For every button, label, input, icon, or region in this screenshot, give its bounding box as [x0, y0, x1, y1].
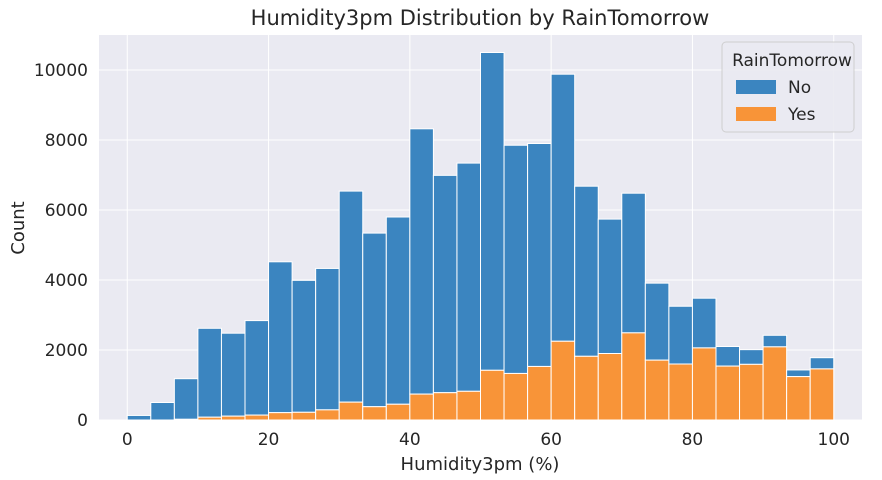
x-axis-label: Humidity3pm (%): [401, 454, 560, 475]
bar-yes: [621, 332, 646, 421]
bar-yes: [480, 369, 505, 421]
bar-no: [621, 192, 646, 334]
bar-no: [644, 282, 670, 361]
bar-no: [315, 267, 340, 411]
bar-yes: [432, 392, 458, 421]
bar-yes: [527, 365, 552, 421]
bar-no: [456, 162, 481, 392]
bar-no: [691, 297, 717, 349]
x-tick-label: 60: [540, 430, 562, 450]
y-axis-label: Count: [8, 201, 29, 254]
bar-no: [197, 327, 222, 418]
bar-yes: [550, 340, 576, 421]
bar-yes: [739, 363, 764, 421]
bar-no: [550, 73, 576, 342]
y-tick-label: 2000: [45, 341, 88, 361]
bar-yes: [762, 346, 788, 421]
bar-yes: [786, 376, 811, 421]
bar-yes: [244, 414, 270, 421]
legend-title: RainTomorrow: [732, 51, 852, 71]
bar-no: [268, 261, 293, 414]
bar-yes: [691, 347, 717, 421]
bar-yes: [385, 403, 411, 421]
bar-no: [480, 52, 505, 371]
x-tick-label: 20: [258, 430, 280, 450]
bar-yes: [338, 401, 364, 421]
bar-yes: [173, 418, 199, 421]
bar-yes: [409, 393, 434, 421]
bar-yes: [362, 406, 387, 421]
bar-no: [409, 128, 434, 395]
bar-yes: [268, 412, 293, 421]
bar-no: [715, 346, 741, 367]
bar-yes: [715, 365, 741, 421]
bar-yes: [291, 411, 317, 421]
legend-swatch-no: [736, 80, 776, 94]
bar-no: [668, 305, 693, 365]
bar-yes: [456, 390, 481, 421]
bar-no: [362, 232, 387, 408]
y-tick-label: 6000: [45, 201, 88, 221]
legend-label-yes: Yes: [787, 105, 816, 125]
bar-no: [739, 349, 764, 365]
bar-no: [126, 414, 152, 421]
y-tick-label: 0: [77, 411, 88, 431]
bar-no: [786, 369, 811, 378]
bar-no: [762, 334, 788, 348]
legend-label-no: No: [788, 78, 811, 98]
bar-yes: [574, 355, 599, 421]
bar-no: [527, 143, 552, 367]
bar-no: [574, 185, 599, 357]
y-tick-label: 8000: [45, 131, 88, 151]
bar-no: [150, 402, 175, 421]
bar-no: [809, 357, 835, 370]
bar-no: [432, 174, 458, 394]
bar-yes: [597, 353, 623, 421]
legend: RainTomorrow No Yes: [721, 41, 855, 133]
bar-no: [220, 332, 246, 417]
bar-yes: [503, 372, 529, 421]
bar-yes: [220, 415, 246, 421]
bar-no: [173, 378, 199, 420]
y-tick-label: 4000: [45, 271, 88, 291]
x-tick-label: 40: [399, 430, 421, 450]
bar-yes: [315, 409, 340, 421]
bar-no: [503, 144, 529, 374]
bar-no: [338, 190, 364, 403]
bar-no: [244, 320, 270, 416]
bar-yes: [644, 359, 670, 421]
x-tick-label: 80: [682, 430, 704, 450]
x-tick-label: 100: [818, 430, 850, 450]
x-tick-labels: 0 20 40 60 80 100: [122, 430, 850, 450]
legend-swatch-yes: [736, 107, 776, 121]
bar-yes: [809, 368, 835, 421]
bar-yes: [197, 416, 222, 421]
bar-no: [385, 216, 411, 405]
bar-no: [291, 279, 317, 413]
bar-no: [597, 218, 623, 354]
bars-group: [126, 52, 835, 421]
y-tick-labels: 0 2000 4000 6000 8000 10000: [34, 61, 88, 431]
bar-yes: [668, 363, 693, 421]
chart-title: Humidity3pm Distribution by RainTomorrow: [251, 6, 710, 30]
y-tick-label: 10000: [34, 61, 88, 81]
x-tick-label: 0: [122, 430, 133, 450]
